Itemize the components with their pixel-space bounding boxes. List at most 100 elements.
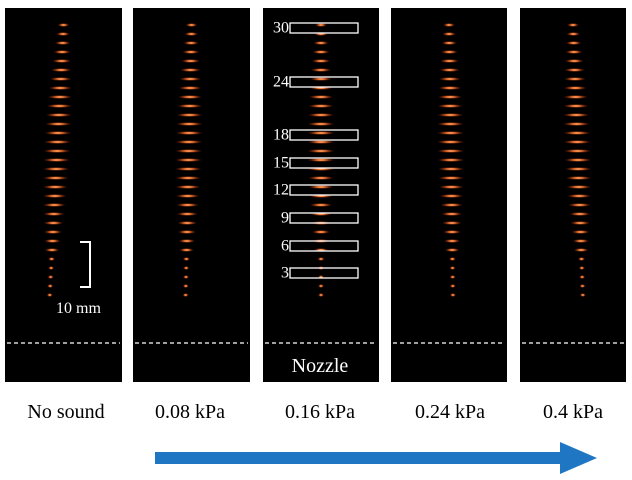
droplet-streak [566, 185, 592, 189]
panel [391, 8, 507, 382]
droplet-streak [450, 266, 456, 270]
droplet-streak [43, 194, 67, 198]
droplet-streak [183, 41, 199, 45]
droplet-streak [42, 185, 68, 189]
droplet-streak [563, 95, 588, 99]
droplet-streak [183, 266, 189, 270]
panel [133, 8, 250, 382]
droplet-streak [567, 23, 579, 27]
droplet-streak [437, 149, 465, 153]
droplet-streak [563, 122, 590, 126]
box-number: 9 [281, 210, 289, 227]
droplet-streak [565, 167, 592, 171]
droplet-streak [176, 113, 203, 117]
droplet-streak [179, 77, 201, 81]
droplet-streak [579, 275, 585, 279]
droplet-streak [438, 95, 463, 99]
droplet-streak [442, 32, 456, 36]
droplet-streak [441, 50, 459, 54]
droplet-streak [439, 185, 465, 189]
droplet-streak [43, 221, 63, 225]
droplet-streak [566, 41, 582, 45]
droplet-streak [183, 284, 189, 288]
droplet-streak [312, 50, 330, 54]
droplet-streak [444, 239, 461, 243]
droplet-streak [58, 23, 70, 27]
droplet-streak [317, 257, 324, 261]
droplet-streak [177, 95, 202, 99]
box-number: 18 [273, 127, 289, 144]
droplet-streak [318, 293, 324, 297]
droplet-streak [47, 293, 53, 297]
panel [5, 8, 122, 382]
droplet-streak [47, 284, 53, 288]
droplet-streak [564, 77, 586, 81]
droplet-streak [450, 293, 456, 297]
droplet-streak [437, 158, 465, 162]
droplet-streak [312, 230, 331, 234]
droplet-streak [450, 275, 456, 279]
droplet-streak [571, 230, 590, 234]
droplet-streak [311, 68, 332, 72]
droplet-streak [568, 203, 591, 207]
droplet-streak [48, 86, 72, 90]
droplet-streak [566, 32, 580, 36]
droplet-streak [52, 59, 71, 63]
droplet-streak [176, 212, 198, 216]
droplet-streak [175, 140, 203, 144]
droplet-streak [437, 140, 465, 144]
panel [520, 8, 626, 382]
droplet-streak [53, 50, 71, 54]
droplet-streak [564, 149, 592, 153]
droplet-streak [176, 203, 199, 207]
droplet-streak [44, 239, 61, 243]
droplet-streak [445, 248, 460, 252]
box-number: 15 [273, 155, 289, 172]
scale-label: 10 mm [56, 300, 101, 317]
droplet-streak [563, 86, 587, 90]
droplet-streak [42, 176, 68, 180]
box-number: 12 [273, 182, 289, 199]
droplet-streak [183, 275, 189, 279]
droplet-streak [437, 113, 464, 117]
droplet-streak [437, 122, 464, 126]
droplet-streak [442, 221, 462, 225]
droplet-streak [175, 149, 203, 153]
droplet-streak [441, 41, 457, 45]
droplet-streak [308, 176, 334, 180]
panel-label: 0.24 kPa [415, 401, 485, 423]
droplet-streak [175, 176, 201, 180]
droplet-streak [182, 50, 200, 54]
droplet-streak [186, 23, 198, 27]
droplet-streak [437, 131, 465, 135]
droplet-streak [48, 275, 54, 279]
droplet-streak [441, 212, 463, 216]
droplet-streak [437, 104, 463, 108]
droplet-streak [311, 59, 330, 63]
droplet-streak [43, 203, 66, 207]
droplet-streak [179, 248, 194, 252]
droplet-streak [574, 248, 589, 252]
arrow-shaft [155, 452, 563, 464]
droplet-streak [439, 68, 460, 72]
panel-label: 0.16 kPa [285, 401, 355, 423]
droplet-streak [56, 32, 70, 36]
droplet-streak [44, 140, 72, 144]
droplet-streak [309, 203, 332, 207]
droplet-streak [51, 68, 72, 72]
droplet-streak [43, 158, 71, 162]
droplet-streak [181, 59, 200, 63]
panel-label: 0.08 kPa [155, 401, 225, 423]
droplet-streak [565, 176, 591, 180]
droplet-streak [563, 140, 591, 144]
droplet-streak [438, 167, 465, 171]
droplet-streak [175, 131, 203, 135]
droplet-streak [183, 257, 190, 261]
droplet-streak [176, 122, 203, 126]
panel-label: 0.4 kPa [543, 401, 603, 423]
droplet-streak [318, 284, 324, 288]
droplet-streak [579, 284, 585, 288]
arrow-head [560, 442, 597, 474]
droplet-streak [572, 239, 589, 243]
droplet-streak [47, 95, 72, 99]
